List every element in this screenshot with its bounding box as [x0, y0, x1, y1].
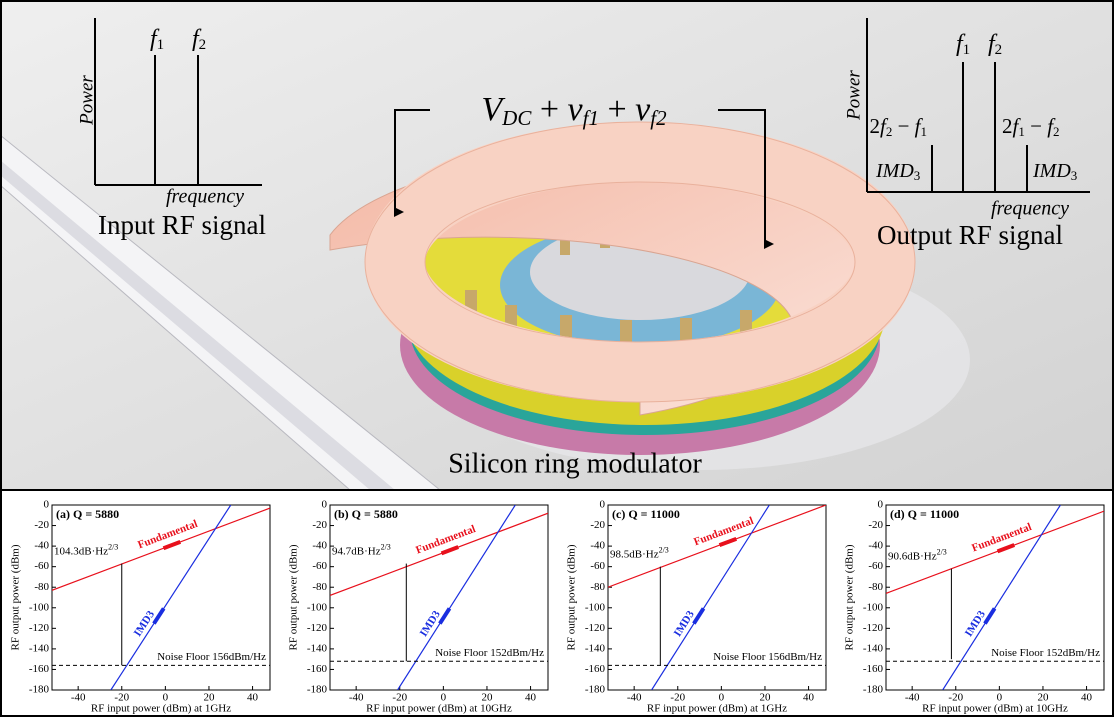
- caption: Input RF signal: [98, 210, 266, 240]
- y-tick-label: -60: [590, 560, 605, 572]
- x-axis-label: RF input power (dBm) at 10GHz: [922, 703, 1068, 715]
- y-tick-label: -80: [312, 581, 327, 593]
- illustration: Power f1 f2 frequency Input RF signal Po…: [0, 0, 1114, 490]
- y-tick-label: -80: [868, 581, 883, 593]
- x-axis-label: RF input power (dBm) at 1GHz: [91, 703, 231, 715]
- y-tick-label: -20: [590, 519, 605, 531]
- x-tick-label: 40: [525, 692, 537, 704]
- figure: Power f1 f2 frequency Input RF signal Po…: [0, 0, 1114, 717]
- y-tick-label: -160: [29, 663, 50, 675]
- y-tick-label: -180: [29, 684, 50, 696]
- noise-label: Noise Floor 156dBm/Hz: [157, 651, 266, 663]
- x-tick-label: -40: [627, 692, 642, 704]
- x-axis-label: RF input power (dBm) at 1GHz: [647, 703, 787, 715]
- axis-label: Power: [843, 70, 864, 121]
- imd-label: IMD3: [875, 160, 920, 183]
- y-tick-label: -140: [863, 642, 884, 654]
- caption: Silicon ring modulator: [448, 448, 702, 479]
- y-axis-label: RF output power (dBm): [844, 544, 856, 650]
- noise-label: Noise Floor 152dBm/Hz: [991, 647, 1100, 659]
- y-axis-label: RF output power (dBm): [566, 544, 578, 650]
- y-tick-label: -120: [585, 622, 606, 634]
- axis-label: frequency: [166, 186, 244, 208]
- x-axis-label: RF input power (dBm) at 10GHz: [366, 703, 512, 715]
- y-tick-label: -140: [29, 642, 50, 654]
- caption: Output RF signal: [877, 220, 1063, 250]
- y-tick-label: -180: [863, 684, 884, 696]
- y-tick-label: -140: [307, 642, 328, 654]
- chart-title: (a) Q = 5880: [56, 507, 119, 521]
- y-tick-label: -100: [585, 601, 606, 613]
- y-tick-label: -160: [863, 663, 884, 675]
- y-tick-label: -60: [312, 560, 327, 572]
- y-tick-label: -120: [29, 622, 50, 634]
- y-tick-label: -40: [312, 540, 327, 552]
- y-tick-label: -120: [863, 622, 884, 634]
- y-tick-label: -20: [868, 519, 883, 531]
- chart-title: (b) Q = 5880: [334, 507, 398, 521]
- noise-label: Noise Floor 152dBm/Hz: [435, 647, 544, 659]
- y-tick-label: 0: [322, 499, 328, 511]
- y-tick-label: -40: [868, 540, 883, 552]
- y-tick-label: -180: [307, 684, 328, 696]
- axis-label: frequency: [991, 198, 1069, 220]
- y-axis-label: RF output power (dBm): [288, 544, 300, 650]
- range-sup: 2/3: [108, 542, 118, 551]
- y-tick-label: -140: [585, 642, 606, 654]
- range-value: 94.7dB·Hz: [332, 545, 381, 557]
- y-tick-label: -60: [868, 560, 883, 572]
- noise-label: Noise Floor 156dBm/Hz: [713, 651, 822, 663]
- y-tick-label: -160: [307, 663, 328, 675]
- chart-title: (d) Q = 11000: [890, 507, 959, 521]
- axis-label: Power: [76, 75, 97, 126]
- y-tick-label: -20: [34, 519, 49, 531]
- range-value: 90.6dB·Hz: [888, 550, 937, 562]
- y-tick-label: -180: [585, 684, 606, 696]
- y-tick-label: -40: [34, 540, 49, 552]
- x-tick-label: 40: [1081, 692, 1093, 704]
- imd-label: 2f1 − f2: [1002, 114, 1060, 139]
- y-tick-label: 0: [44, 499, 50, 511]
- imd-label: IMD3: [1032, 160, 1077, 183]
- y-tick-label: -20: [312, 519, 327, 531]
- y-tick-label: -80: [34, 581, 49, 593]
- range-value: 104.3dB·Hz: [54, 545, 108, 557]
- x-tick-label: -40: [349, 692, 364, 704]
- y-axis-label: RF output power (dBm): [10, 544, 22, 650]
- x-tick-label: 40: [247, 692, 259, 704]
- range-value: 98.5dB·Hz: [610, 548, 659, 560]
- range-sup: 2/3: [937, 548, 947, 557]
- range-sup: 2/3: [659, 545, 669, 554]
- y-tick-label: 0: [878, 499, 884, 511]
- x-tick-label: -40: [71, 692, 86, 704]
- y-tick-label: -40: [590, 540, 605, 552]
- y-tick-label: -80: [590, 581, 605, 593]
- y-tick-label: -100: [29, 601, 50, 613]
- x-tick-label: 40: [803, 692, 815, 704]
- y-tick-label: 0: [600, 499, 606, 511]
- y-tick-label: -100: [307, 601, 328, 613]
- range-sup: 2/3: [381, 542, 391, 551]
- y-tick-label: -120: [307, 622, 328, 634]
- y-tick-label: -100: [863, 601, 884, 613]
- chart-title: (c) Q = 11000: [612, 507, 680, 521]
- y-tick-label: -60: [34, 560, 49, 572]
- imd-label: 2f2 − f1: [869, 114, 927, 139]
- y-tick-label: -160: [585, 663, 606, 675]
- x-tick-label: -40: [905, 692, 920, 704]
